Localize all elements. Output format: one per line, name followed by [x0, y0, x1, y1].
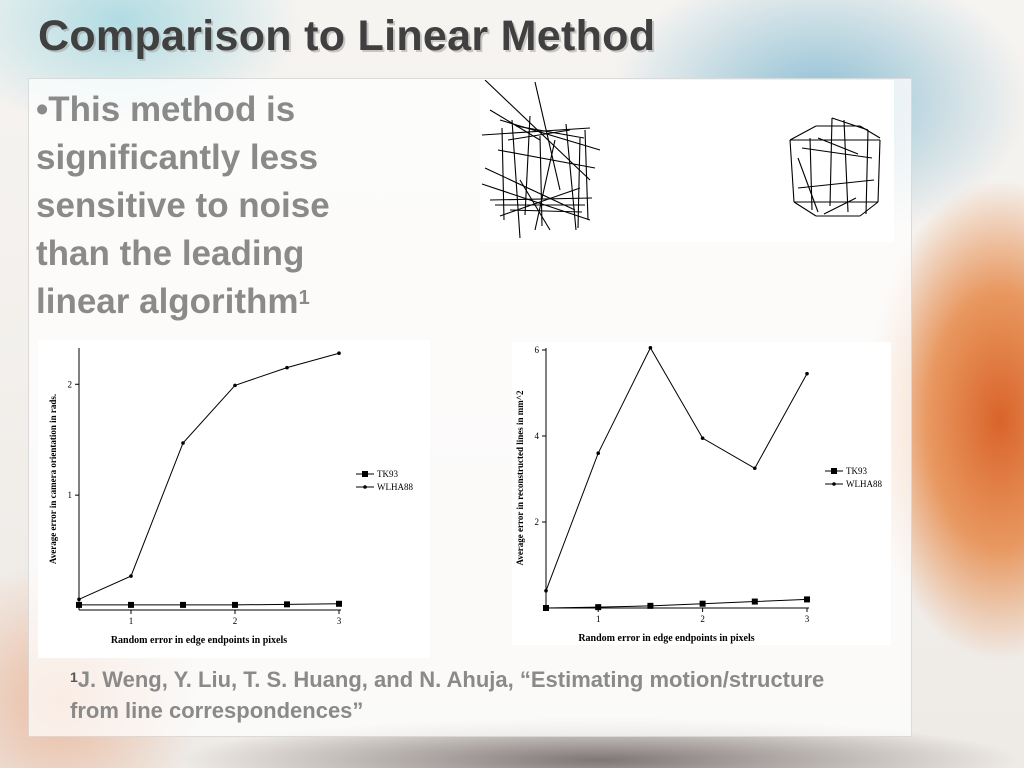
footnote-text: J. Weng, Y. Liu, T. S. Huang, and N. Ahu…	[70, 667, 825, 723]
legend-label-wlha88: WLHA88	[377, 482, 413, 492]
data-point-tk93	[804, 596, 810, 603]
data-point-tk93	[336, 600, 342, 607]
series-line-wlha88	[78, 352, 340, 600]
wireframe-cubes-image	[480, 79, 894, 242]
chart-reconstructed-lines-svg: 1 2 3 2 4 6 Random error in edge endpoints in …	[515, 345, 882, 644]
x-tick-label: 1	[129, 616, 134, 626]
data-point-wlha88	[285, 365, 289, 370]
data-point-wlha88	[337, 351, 341, 356]
footnote-superscript: 1	[70, 669, 78, 685]
series-line-tk93	[545, 598, 808, 609]
data-point-wlha88	[753, 466, 757, 471]
series-line-tk93	[79, 603, 340, 606]
y-tick-label: 2	[535, 517, 540, 527]
chart-camera-orientation-svg: 1 2 3 1 2 Random error in edge endpoints in p…	[48, 348, 413, 646]
y-axis-label: Average error in reconstructed lines in …	[515, 390, 525, 566]
data-point-wlha88	[596, 451, 600, 455]
data-point-tk93	[128, 601, 134, 608]
data-point-wlha88	[544, 589, 548, 593]
x-tick-label: 3	[805, 614, 810, 624]
x-tick-label: 2	[700, 614, 705, 624]
chart-reconstructed-lines: 1 2 3 2 4 6 Random error in edge endpoints in …	[512, 342, 891, 645]
legend-marker-tk93	[362, 471, 368, 477]
data-point-tk93	[647, 602, 654, 609]
bullet-superscript: 1	[298, 287, 310, 309]
bullet-text: This method is significantly less sensit…	[36, 90, 330, 321]
data-point-wlha88	[181, 441, 185, 445]
noisy-cube-reconstruction	[481, 79, 601, 239]
y-axis-label: Average error in camera orientation in r…	[48, 394, 58, 564]
bullet-marker: •	[36, 90, 49, 129]
clean-cube-reconstruction	[789, 117, 881, 217]
data-point-tk93	[76, 601, 82, 608]
legend-label-tk93: TK93	[377, 469, 398, 479]
data-point-wlha88	[700, 436, 705, 440]
data-point-wlha88	[129, 574, 133, 578]
x-axis-label: Random error in edge endpoints in pixels	[578, 633, 754, 644]
bullet-point: •This method is significantly less sensi…	[36, 86, 396, 326]
data-point-wlha88	[805, 371, 809, 376]
data-point-wlha88	[233, 383, 237, 388]
data-point-wlha88	[77, 597, 81, 602]
chart-camera-orientation: 1 2 3 1 2 Random error in edge endpoints in p…	[38, 340, 430, 658]
x-tick-label: 1	[596, 614, 601, 624]
legend-marker-wlha88	[832, 482, 836, 486]
data-point-tk93	[284, 601, 290, 608]
x-tick-label: 2	[233, 616, 238, 626]
x-tick-label: 3	[337, 616, 342, 626]
data-point-tk93	[232, 601, 238, 608]
y-tick-label: 1	[68, 490, 73, 500]
data-point-tk93	[699, 600, 706, 607]
y-tick-label: 4	[535, 431, 540, 441]
wireframe-cubes-drawing	[481, 79, 881, 239]
legend-label-wlha88: WLHA88	[846, 479, 882, 489]
data-point-tk93	[180, 601, 186, 608]
y-tick-label: 6	[535, 345, 540, 355]
data-point-tk93	[595, 604, 602, 611]
legend-label-tk93: TK93	[846, 466, 867, 476]
legend-marker-tk93	[831, 468, 837, 474]
data-point-tk93	[751, 598, 758, 605]
x-axis-label: Random error in edge endpoints in pixels	[111, 635, 287, 646]
data-point-wlha88	[648, 346, 653, 350]
legend-marker-wlha88	[363, 485, 367, 489]
footnote: 1J. Weng, Y. Liu, T. S. Huang, and N. Ah…	[70, 664, 830, 726]
data-point-tk93	[543, 605, 549, 611]
slide-title: Comparison to Linear Method	[38, 12, 656, 60]
series-line-wlha88	[545, 346, 808, 591]
y-tick-label: 2	[68, 379, 73, 389]
